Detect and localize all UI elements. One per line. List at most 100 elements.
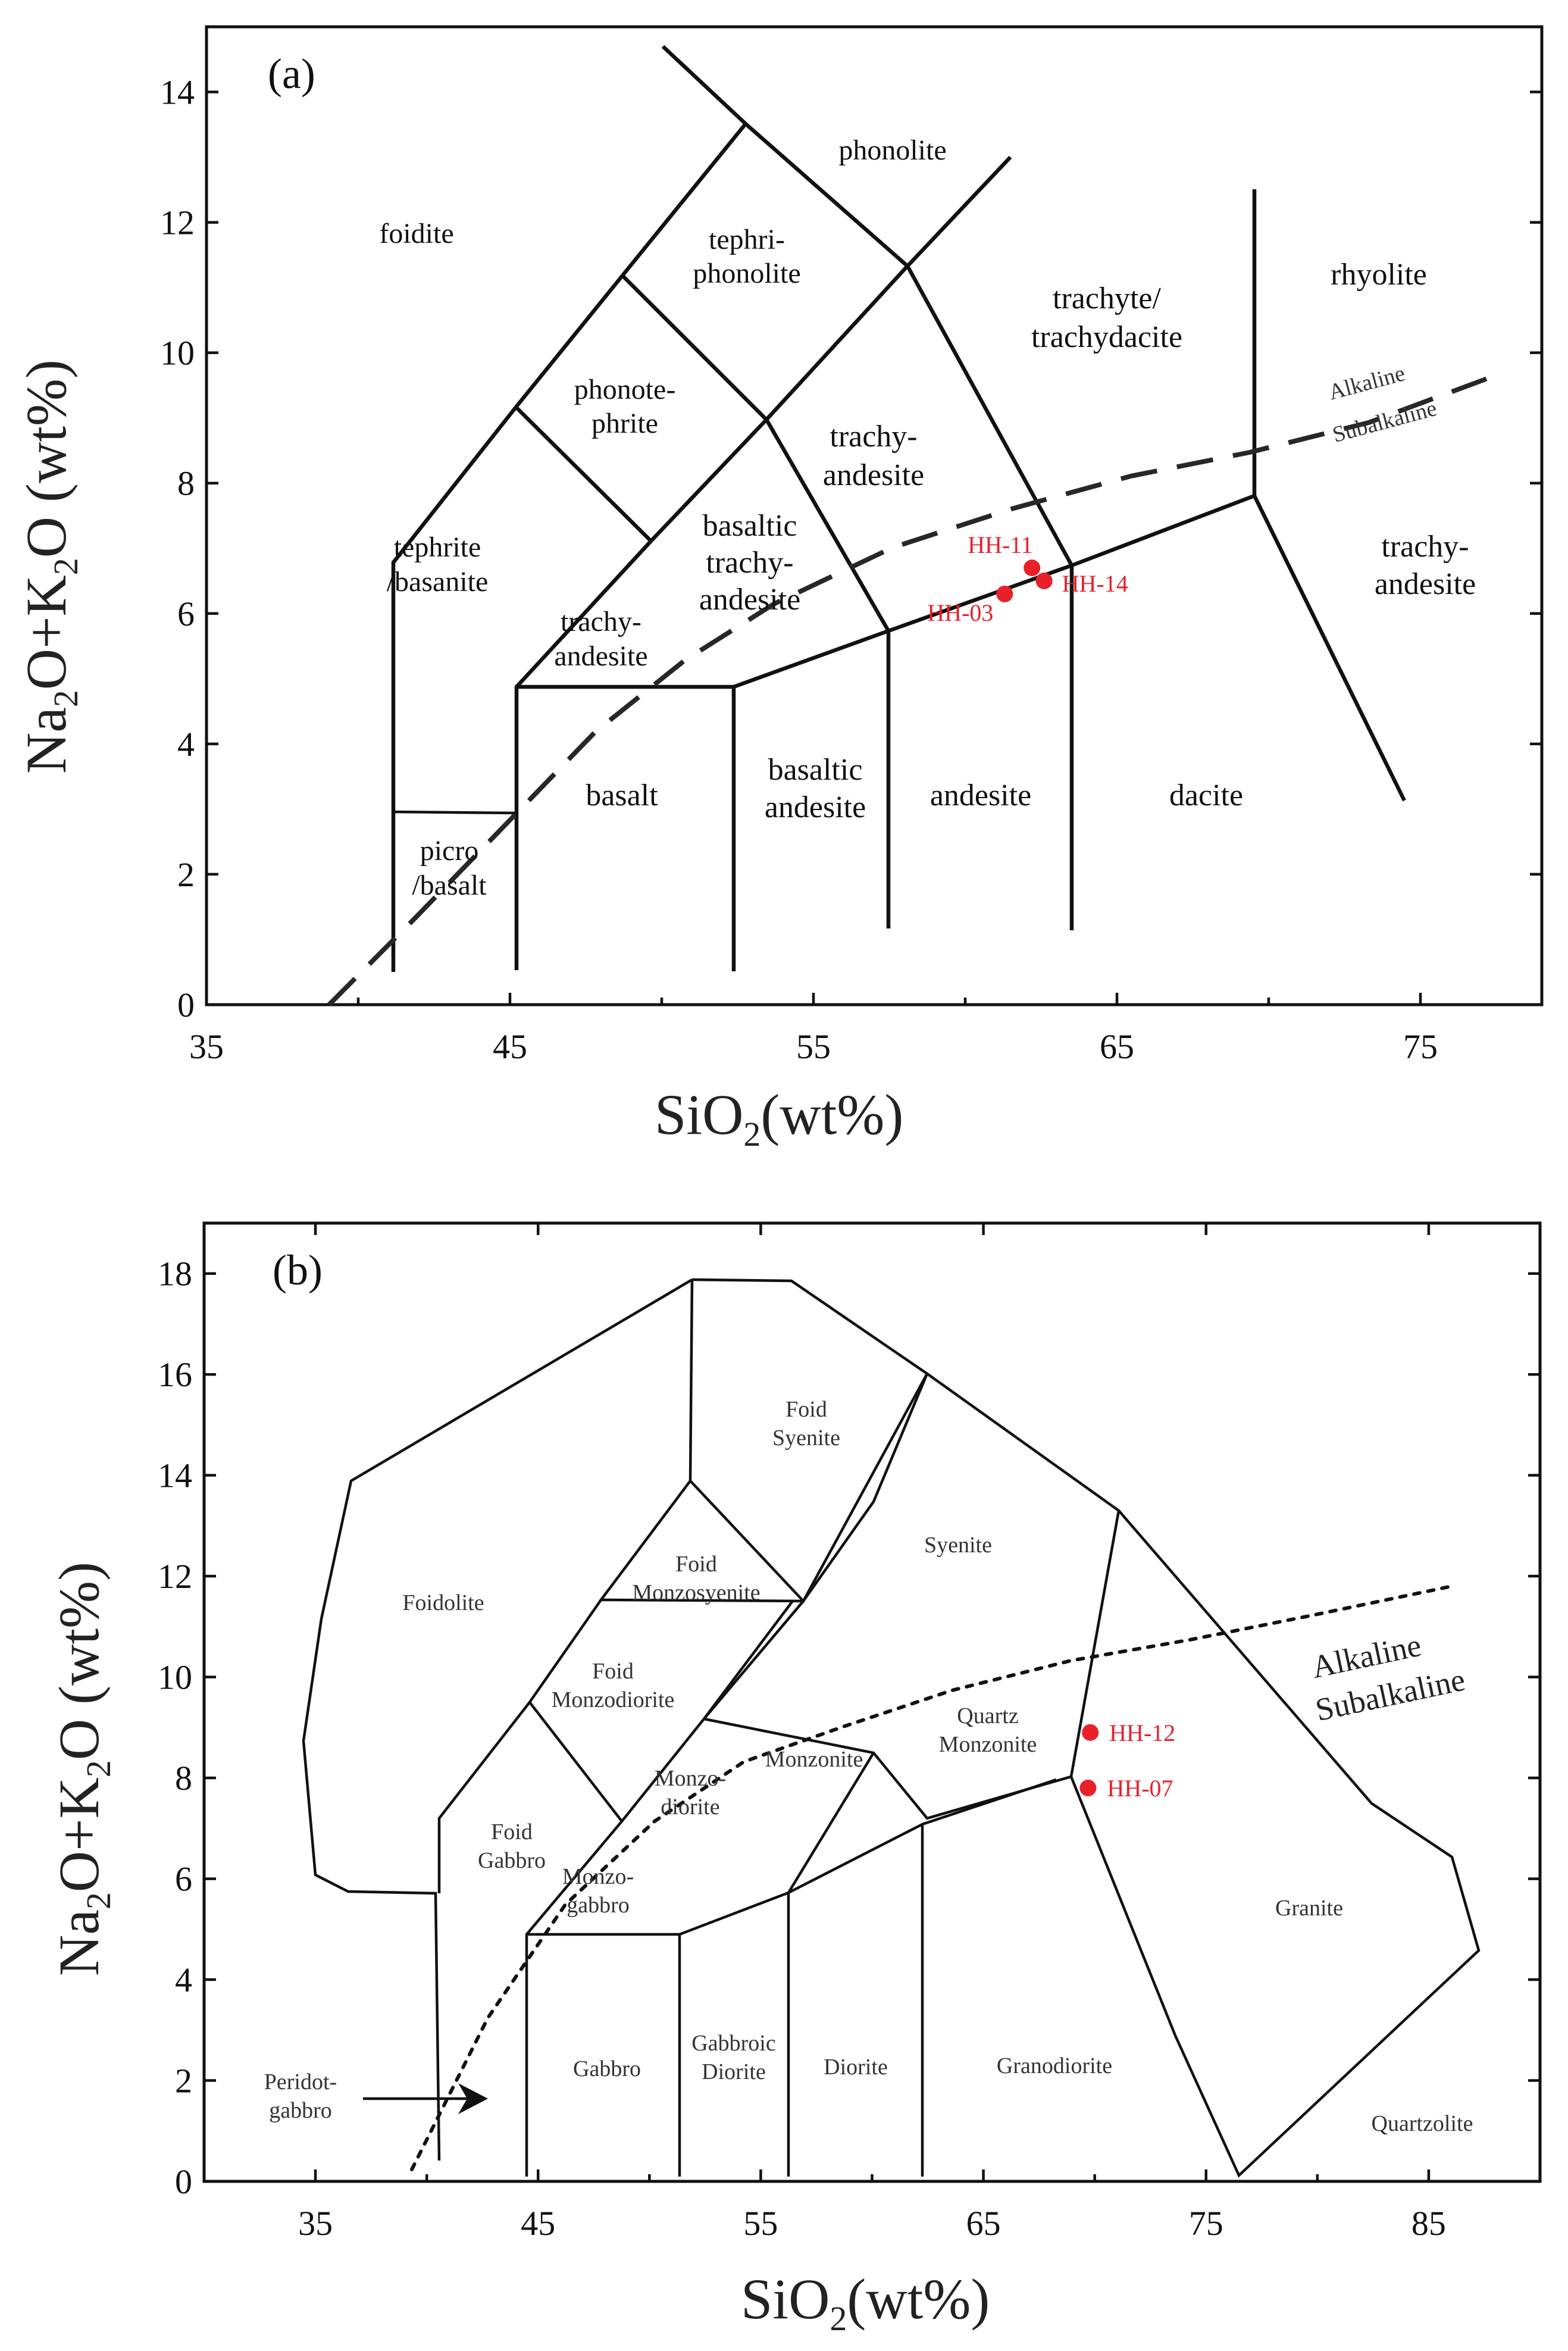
sample-point (1079, 1780, 1097, 1797)
x-tick-label: 75 (1403, 1027, 1438, 1066)
boundary-line (688, 1279, 928, 1603)
label-monzonite: Monzonite (765, 1747, 863, 1772)
label-basaltic-trachyandesite: andesite (699, 583, 800, 617)
boundary-line (765, 418, 891, 928)
sample-point (996, 585, 1013, 602)
ticks-b: 35 45 55 65 75 85 0 2 4 6 8 10 12 14 16 18 (158, 1223, 1540, 2243)
label-trachyte: trachyte/ (1053, 282, 1161, 315)
boundary-line (302, 1278, 693, 2161)
label-subalkaline-a: Subalkaline (1330, 396, 1439, 448)
panel-label-b: (b) (273, 1246, 323, 1294)
label-gabbroic-diorite: Diorite (702, 2059, 766, 2084)
x-tick-label: 45 (493, 1027, 527, 1066)
label-picrobasalt: picro (420, 835, 479, 867)
sample-point (1082, 1724, 1099, 1741)
alkaline-subalkaline-divide (327, 374, 1495, 1006)
label-phonotephrite: phonote- (574, 374, 676, 405)
label-basaltic-trachyandesite: trachy- (706, 546, 793, 580)
label-basalt: basalt (586, 779, 658, 812)
x-tick-label: 85 (1411, 2204, 1446, 2243)
label-quartzolite: Quartzolite (1372, 2111, 1473, 2136)
boundary-line (517, 684, 736, 971)
y-tick-label: 14 (160, 73, 195, 112)
y-tick-label: 14 (158, 1456, 192, 1495)
label-foid-monzodiorite: Monzodiorite (552, 1687, 675, 1712)
boundary-line (787, 1752, 875, 1894)
label-trachybasalt: trachy- (561, 606, 641, 637)
x-tick-label: 65 (966, 2204, 1001, 2243)
y-tick-label: 6 (175, 1860, 192, 1899)
label-phonotephrite: phrite (591, 408, 658, 439)
label-monzodiorite: diorite (661, 1794, 719, 1819)
label-trachyandesite-right: andesite (1375, 567, 1476, 601)
label-alkaline-a: Alkaline (1326, 361, 1407, 405)
label-granite: Granite (1275, 1896, 1343, 1921)
label-foid-gabbro: Gabbro (478, 1848, 546, 1873)
boundary-line (787, 1822, 924, 2177)
x-tick-label: 55 (743, 2204, 778, 2243)
panel-b: 35 45 55 65 75 85 0 2 4 6 8 10 12 14 16 18 Foid Syenite (47, 1221, 1542, 2338)
x-tick-label: 75 (1189, 2204, 1223, 2243)
plot-frame-a (205, 25, 1544, 1006)
label-granodiorite: Granodiorite (997, 2053, 1112, 2078)
boundary-line (393, 810, 517, 815)
x-tick-label: 55 (796, 1027, 831, 1066)
label-basaltic-trachyandesite: basaltic (703, 509, 797, 543)
boundary-line (703, 1600, 794, 1720)
label-peridotgabbro: gabbro (269, 2098, 332, 2123)
label-phonolite: phonolite (838, 135, 946, 166)
x-axis-title-a: SiO2(wt%) (655, 1083, 903, 1153)
region-labels-a: foidite tephri- phonolite phonolite phon… (379, 135, 1476, 901)
label-foid-syenite: Syenite (772, 1425, 840, 1450)
y-tick-label: 8 (175, 1759, 192, 1797)
label-foid-monzosyenite: Foid (675, 1552, 717, 1577)
y-tick-label: 0 (175, 2162, 192, 2201)
label-foidite: foidite (379, 218, 453, 249)
label-foid-gabbro: Foid (491, 1819, 533, 1844)
y-tick-label: 10 (158, 1658, 192, 1697)
label-gabbroic-diorite: Gabbroic (691, 2031, 775, 2056)
label-trachydacite: trachydacite (1031, 320, 1182, 354)
label-basaltic-andesite: basaltic (768, 753, 863, 787)
label-basaltic-andesite: andesite (765, 790, 866, 824)
label-gabbro: Gabbro (573, 2056, 641, 2081)
x-axis-title-b: SiO2(wt%) (741, 2267, 990, 2338)
label-rhyolite: rhyolite (1331, 258, 1427, 292)
y-axis-title-b: Na2O+K2O (wt%) (47, 1562, 118, 1976)
boundary-line (922, 1778, 1057, 1826)
label-trachybasalt: andesite (554, 640, 647, 672)
y-tick-label: 0 (177, 986, 195, 1024)
samples-b: HH-12 HH-07 (1079, 1720, 1175, 1802)
y-tick-label: 4 (175, 1961, 192, 1999)
boundary-line (733, 493, 1406, 802)
label-picrobasalt: /basalt (412, 870, 487, 901)
label-peridotgabbro: Peridot- (264, 2069, 337, 2094)
boundary-line (691, 1278, 1481, 2178)
boundary-line (391, 121, 1074, 972)
sample-label: HH-12 (1109, 1720, 1175, 1746)
sample-label: HH-03 (927, 599, 993, 626)
tas-boundaries-b (302, 1278, 1481, 2178)
sample-point (1024, 559, 1041, 577)
label-foid-monzosyenite: Monzosyenite (632, 1580, 760, 1605)
x-tick-label: 35 (189, 1027, 224, 1066)
alkaline-subalkaline-divide-b (410, 1584, 1454, 2171)
label-trachyandesite: andesite (823, 458, 924, 492)
sample-label: HH-07 (1107, 1775, 1173, 1802)
label-quartz-monzonite: Quartz (957, 1703, 1018, 1728)
label-tephriphonolite: phonolite (693, 258, 800, 289)
panel-label-a: (a) (268, 50, 315, 98)
label-syenite: Syenite (924, 1533, 992, 1558)
y-tick-label: 16 (158, 1355, 192, 1394)
y-tick-label: 4 (177, 725, 195, 764)
label-foid-monzodiorite: Foid (592, 1659, 634, 1684)
label-monzodiorite: Monzo- (655, 1766, 726, 1791)
sample-label: HH-11 (968, 532, 1033, 558)
boundary-line (802, 1373, 929, 1602)
label-foid-syenite: Foid (785, 1397, 827, 1422)
y-tick-label: 12 (158, 1557, 192, 1596)
y-tick-label: 2 (177, 855, 195, 894)
label-andesite: andesite (930, 779, 1031, 812)
boundary-line (906, 155, 1012, 268)
